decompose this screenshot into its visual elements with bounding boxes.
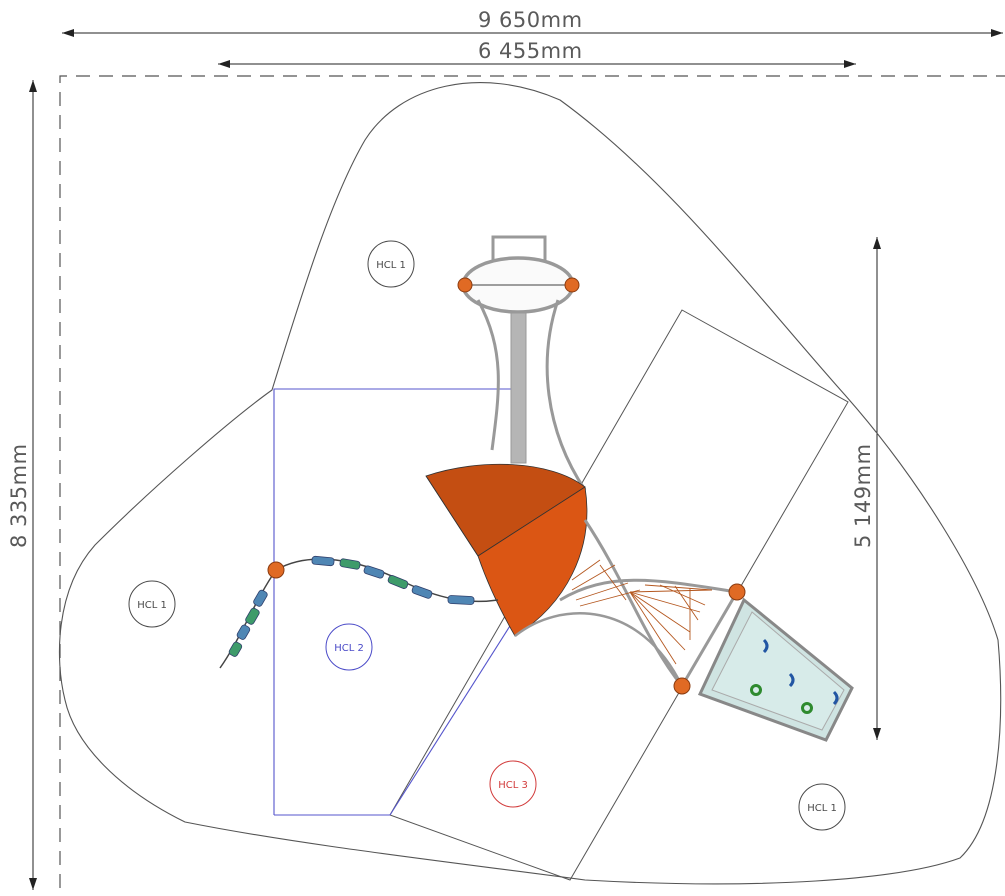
zone-label-left: HCL 1: [128, 580, 176, 628]
overall-boundary: [59, 75, 1005, 888]
steel-frame-lower-right: [514, 519, 739, 687]
zone-label-right: HCL 1: [798, 783, 846, 831]
structure-depth-dimension: 5 149mm: [851, 237, 881, 740]
zone-label-left-text: HCL 1: [137, 600, 167, 611]
structure-width-label: 6 455mm: [478, 39, 583, 63]
safety-zone-outline: [58, 82, 1002, 885]
central-deck: [425, 463, 588, 637]
overall-width-dimension: 9 650mm: [62, 8, 1003, 37]
structure-depth-label: 5 149mm: [851, 443, 875, 548]
overall-depth-dimension: 8 335mm: [7, 80, 37, 890]
impact-area-right: [389, 309, 849, 881]
top-tower: [457, 235, 587, 491]
climbing-wall: [673, 583, 854, 742]
overall-width-label: 9 650mm: [478, 8, 583, 32]
impact-area-hcl2: [273, 388, 516, 816]
zone-label-top: HCL 1: [367, 240, 415, 288]
rope-net: [571, 559, 713, 665]
rope-traverse: [219, 555, 499, 669]
overall-depth-label: 8 335mm: [7, 443, 31, 548]
zone-label-bottom: HCL 3: [489, 760, 537, 808]
zone-label-bottom-text: HCL 3: [498, 780, 528, 791]
zone-label-right-text: HCL 1: [807, 803, 837, 814]
zone-label-mid: HCL 2: [325, 623, 373, 671]
zone-label-mid-text: HCL 2: [334, 643, 364, 654]
structure-width-dimension: 6 455mm: [218, 39, 856, 68]
zone-label-top-text: HCL 1: [376, 260, 406, 271]
